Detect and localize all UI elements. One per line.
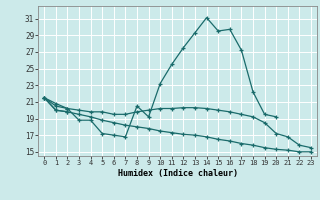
X-axis label: Humidex (Indice chaleur): Humidex (Indice chaleur) bbox=[118, 169, 238, 178]
